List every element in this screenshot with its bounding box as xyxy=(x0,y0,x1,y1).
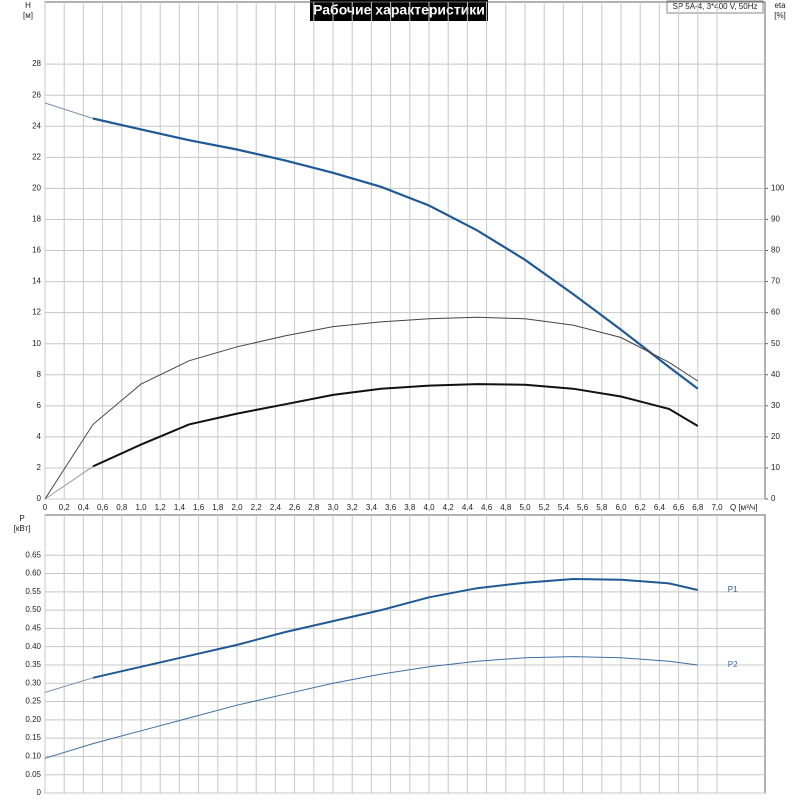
x-tick-label: 2,0 xyxy=(231,503,243,512)
x-tick-label: 4,8 xyxy=(500,503,512,512)
y-tick-label: 26 xyxy=(32,90,41,99)
x-tick-label: 4,6 xyxy=(481,503,493,512)
y-tick-label: 0 xyxy=(37,494,42,503)
x-tick-label: 0,8 xyxy=(116,503,128,512)
x-tick-label: 7,0 xyxy=(711,503,723,512)
x-tick-label: 3,8 xyxy=(404,503,416,512)
x-tick-label: 3,4 xyxy=(366,503,378,512)
y-axis-unit: [кВт] xyxy=(14,524,31,533)
chart-subtitle: SP 5A-4, 3*400 V, 50Hz xyxy=(673,2,758,11)
y2-tick-label: 0 xyxy=(771,494,776,503)
y-tick-label: 24 xyxy=(32,121,41,130)
y-tick-label: 8 xyxy=(37,370,42,379)
x-tick-label: 2,8 xyxy=(308,503,320,512)
y-axis-label: P xyxy=(19,514,24,523)
y-tick-label: 20 xyxy=(32,183,41,192)
x-tick-label: 0,2 xyxy=(59,503,71,512)
title-box xyxy=(310,0,488,21)
y-tick-label: 0.05 xyxy=(25,770,41,779)
y2-axis-label: eta xyxy=(774,1,786,10)
series-line xyxy=(44,316,699,500)
y-tick-label: 0.30 xyxy=(25,678,41,687)
x-tick-label: 1,6 xyxy=(193,503,205,512)
series-line xyxy=(44,102,94,119)
series-line xyxy=(44,677,94,693)
y-tick-label: 16 xyxy=(32,246,41,255)
x-tick-label: 5,6 xyxy=(577,503,589,512)
x-tick-label: 1,4 xyxy=(174,503,186,512)
x-tick-label: 0,6 xyxy=(97,503,109,512)
x-tick-label: 4,0 xyxy=(423,503,435,512)
x-tick-label: 2,2 xyxy=(251,503,263,512)
y-tick-label: 0.35 xyxy=(25,660,41,669)
y-tick-label: 6 xyxy=(37,401,42,410)
x-tick-label: 2,4 xyxy=(270,503,282,512)
y-tick-label: 0.50 xyxy=(25,605,41,614)
y-tick-label: 0.40 xyxy=(25,642,41,651)
y2-tick-label: 60 xyxy=(771,308,780,317)
x-axis-label: Q [м³/ч] xyxy=(730,503,757,512)
x-tick-label: 5,0 xyxy=(519,503,531,512)
x-tick-label: 6,8 xyxy=(692,503,704,512)
x-tick-label: 6,2 xyxy=(635,503,647,512)
x-tick-label: 1,0 xyxy=(135,503,147,512)
y-tick-label: 0.25 xyxy=(25,697,41,706)
y2-tick-label: 40 xyxy=(771,370,780,379)
y-tick-label: 0.10 xyxy=(25,752,41,761)
y-tick-label: 12 xyxy=(32,308,41,317)
y-axis-unit: [м] xyxy=(23,11,33,20)
y2-tick-label: 10 xyxy=(771,463,780,472)
y-tick-label: 18 xyxy=(32,215,41,224)
x-tick-label: 5,2 xyxy=(539,503,551,512)
series-line xyxy=(92,577,699,679)
y2-tick-label: 90 xyxy=(771,215,780,224)
y-tick-label: 0.20 xyxy=(25,715,41,724)
series-line xyxy=(92,383,699,468)
x-tick-label: 6,4 xyxy=(654,503,666,512)
x-tick-label: 5,8 xyxy=(596,503,608,512)
y2-tick-label: 70 xyxy=(771,277,780,286)
x-tick-label: 4,4 xyxy=(462,503,474,512)
x-tick-label: 3,0 xyxy=(327,503,339,512)
y-tick-label: 0.65 xyxy=(25,550,41,559)
chart-title: Рабочие характеристики xyxy=(313,2,485,18)
y-tick-label: 0.45 xyxy=(25,624,41,633)
x-tick-label: 6,6 xyxy=(673,503,685,512)
y-tick-label: 0.15 xyxy=(25,733,41,742)
x-tick-label: 1,8 xyxy=(212,503,224,512)
y-tick-label: 28 xyxy=(32,59,41,68)
y-tick-label: 14 xyxy=(32,277,41,286)
x-tick-label: 2,6 xyxy=(289,503,301,512)
y2-axis-unit: [%] xyxy=(774,11,786,20)
x-tick-label: 1,2 xyxy=(155,503,167,512)
x-tick-label: 0 xyxy=(43,503,48,512)
y-tick-label: 4 xyxy=(37,432,42,441)
y-tick-label: 22 xyxy=(32,152,41,161)
y2-tick-label: 80 xyxy=(771,246,780,255)
x-tick-label: 3,6 xyxy=(385,503,397,512)
series-line xyxy=(44,656,698,759)
x-tick-label: 3,2 xyxy=(347,503,359,512)
series-label: P1 xyxy=(728,585,738,594)
series-line xyxy=(92,117,699,390)
y2-tick-label: 20 xyxy=(771,432,780,441)
y2-tick-label: 100 xyxy=(771,183,785,192)
x-tick-label: 6,0 xyxy=(615,503,627,512)
x-tick-label: 4,2 xyxy=(443,503,455,512)
y-tick-label: 0 xyxy=(37,788,42,797)
series-label: P2 xyxy=(728,660,738,669)
y2-tick-label: 30 xyxy=(771,401,780,410)
y-tick-label: 0.55 xyxy=(25,587,41,596)
y-tick-label: 0.60 xyxy=(25,569,41,578)
subtitle-box xyxy=(666,0,764,14)
y2-tick-label: 50 xyxy=(771,339,780,348)
y-tick-label: 10 xyxy=(32,339,41,348)
series-line xyxy=(44,465,94,500)
y-tick-label: 2 xyxy=(37,463,42,472)
y-axis-label: H xyxy=(25,1,31,10)
x-tick-label: 5,4 xyxy=(558,503,570,512)
x-tick-label: 0,4 xyxy=(78,503,90,512)
